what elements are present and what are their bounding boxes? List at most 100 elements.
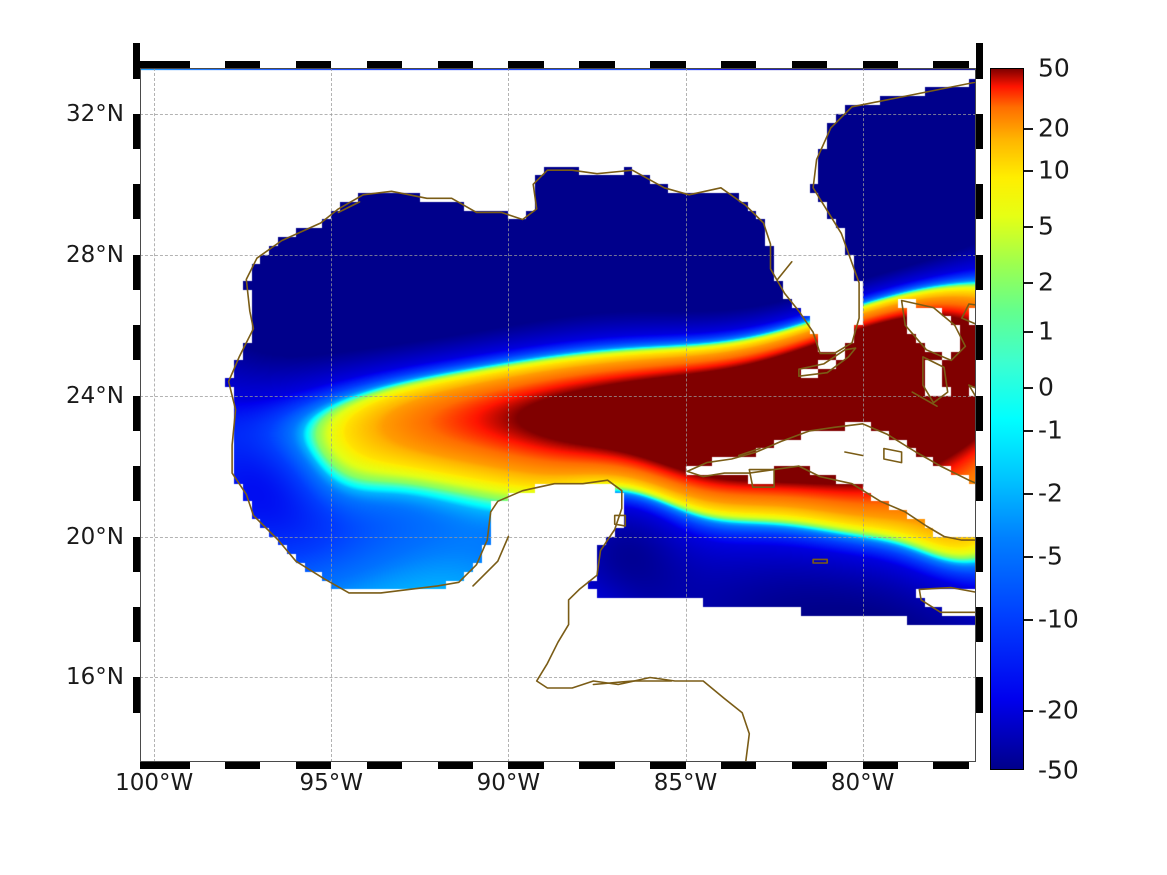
colorbar-tick-label: 50 bbox=[1038, 53, 1070, 83]
frame-checker-segment bbox=[720, 61, 757, 68]
colorbar-tick-mark bbox=[1024, 282, 1033, 285]
frame-checker-segment bbox=[508, 61, 544, 68]
frame-checker-segment bbox=[756, 61, 792, 68]
frame-checker-segment bbox=[614, 762, 651, 769]
y-axis-tick-label: 16°N bbox=[66, 664, 124, 691]
frame-checker-segment bbox=[933, 61, 969, 68]
frame-checker-segment bbox=[133, 501, 140, 537]
x-axis-tick-label: 90°W bbox=[476, 770, 541, 796]
colorbar-tick-mark bbox=[1024, 127, 1033, 130]
frame-checker-segment bbox=[579, 762, 615, 769]
frame-checker-segment bbox=[968, 762, 976, 769]
frame-checker-segment bbox=[976, 289, 983, 326]
frame-checker-segment bbox=[543, 61, 580, 68]
frame-checker-segment bbox=[472, 61, 509, 68]
frame-checker-segment bbox=[133, 466, 140, 502]
map-axes bbox=[140, 68, 976, 762]
frame-checker-segment bbox=[225, 762, 261, 769]
colorbar-tick-mark bbox=[1024, 710, 1033, 713]
frame-checker-segment bbox=[402, 61, 438, 68]
frame-checker-segment bbox=[133, 360, 140, 396]
frame-checker-segment bbox=[976, 430, 983, 467]
frame-checker-segment bbox=[976, 395, 983, 431]
y-axis-tick-label: 32°N bbox=[66, 100, 124, 127]
frame-checker-segment bbox=[685, 762, 721, 769]
colorbar-tick-mark bbox=[1024, 429, 1033, 432]
frame-checker-segment bbox=[133, 606, 140, 643]
frame-checker-segment bbox=[133, 149, 140, 185]
heatmap-field bbox=[140, 68, 976, 762]
frame-checker-segment bbox=[133, 43, 140, 79]
frame-checker-segment bbox=[968, 61, 976, 68]
frame-checker-segment bbox=[225, 61, 261, 68]
frame-checker-segment bbox=[976, 149, 983, 185]
frame-checker-segment bbox=[402, 762, 438, 769]
frame-checker-segment bbox=[976, 219, 983, 255]
frame-checker-segment bbox=[133, 184, 140, 220]
x-axis-tick-label: 85°W bbox=[653, 770, 718, 796]
frame-checker-segment bbox=[133, 430, 140, 467]
colorbar-tick-mark bbox=[1024, 387, 1033, 390]
frame-checker-segment bbox=[976, 325, 983, 361]
frame-checker-segment bbox=[472, 762, 509, 769]
frame-checker-segment bbox=[976, 254, 983, 290]
frame-checker-segment bbox=[976, 712, 983, 748]
frame-checker-segment bbox=[366, 61, 403, 68]
colorbar-gradient bbox=[990, 68, 1024, 770]
frame-checker-segment bbox=[650, 762, 686, 769]
frame-checker-segment bbox=[331, 762, 367, 769]
frame-checker-segment bbox=[133, 642, 140, 678]
frame-checker-segment bbox=[331, 61, 367, 68]
frame-checker-segment bbox=[543, 762, 580, 769]
map-clip bbox=[140, 68, 976, 762]
frame-checker-segment bbox=[579, 61, 615, 68]
colorbar-tick-mark bbox=[1024, 225, 1033, 228]
frame-checker-segment bbox=[756, 762, 792, 769]
colorbar-tick-mark bbox=[1024, 492, 1033, 495]
frame-checker-segment bbox=[260, 61, 296, 68]
frame-checker-segment bbox=[133, 78, 140, 114]
frame-checker-segment bbox=[976, 642, 983, 678]
frame-checker-segment bbox=[189, 61, 225, 68]
frame-checker-segment bbox=[976, 78, 983, 114]
frame-checker-segment bbox=[976, 113, 983, 150]
frame-checker-segment bbox=[976, 536, 983, 572]
frame-checker-segment bbox=[295, 762, 332, 769]
frame-checker-segment bbox=[976, 466, 983, 502]
frame-checker-segment bbox=[133, 395, 140, 431]
frame-checker-segment bbox=[685, 61, 721, 68]
frame-checker-segment bbox=[650, 61, 686, 68]
y-axis-tick-label: 28°N bbox=[66, 241, 124, 268]
frame-checker-segment bbox=[976, 360, 983, 396]
frame-checker-segment bbox=[133, 571, 140, 607]
colorbar-tick-label: 1 bbox=[1038, 316, 1054, 346]
frame-checker-segment bbox=[140, 762, 155, 769]
frame-checker-segment bbox=[133, 536, 140, 572]
colorbar-tick-label: 10 bbox=[1038, 155, 1070, 185]
colorbar-tick-mark bbox=[1024, 555, 1033, 558]
colorbar-tick-mark bbox=[1024, 331, 1033, 334]
colorbar-tick-label: -20 bbox=[1038, 695, 1079, 725]
colorbar-tick-label: -2 bbox=[1038, 478, 1063, 508]
y-axis-tick-label: 24°N bbox=[66, 382, 124, 409]
x-axis-tick-label: 100°W bbox=[115, 770, 194, 796]
frame-checker-segment bbox=[140, 61, 155, 68]
frame-checker-segment bbox=[295, 61, 332, 68]
frame-checker-segment bbox=[437, 762, 473, 769]
frame-checker-segment bbox=[260, 762, 296, 769]
frame-checker-segment bbox=[508, 762, 544, 769]
frame-checker-segment bbox=[862, 762, 899, 769]
colorbar-tick-label: 2 bbox=[1038, 267, 1054, 297]
frame-checker-segment bbox=[976, 606, 983, 643]
colorbar-tick-label: -50 bbox=[1038, 755, 1079, 785]
colorbar-tick-label: -1 bbox=[1038, 415, 1063, 445]
frame-checker-segment bbox=[976, 571, 983, 607]
colorbar-tick-label: -5 bbox=[1038, 541, 1063, 571]
frame-checker-segment bbox=[133, 289, 140, 326]
x-axis-tick-label: 80°W bbox=[830, 770, 895, 796]
colorbar-tick-mark bbox=[1024, 619, 1033, 622]
frame-checker-segment bbox=[154, 762, 190, 769]
frame-checker-segment bbox=[366, 762, 403, 769]
frame-checker-segment bbox=[933, 762, 969, 769]
